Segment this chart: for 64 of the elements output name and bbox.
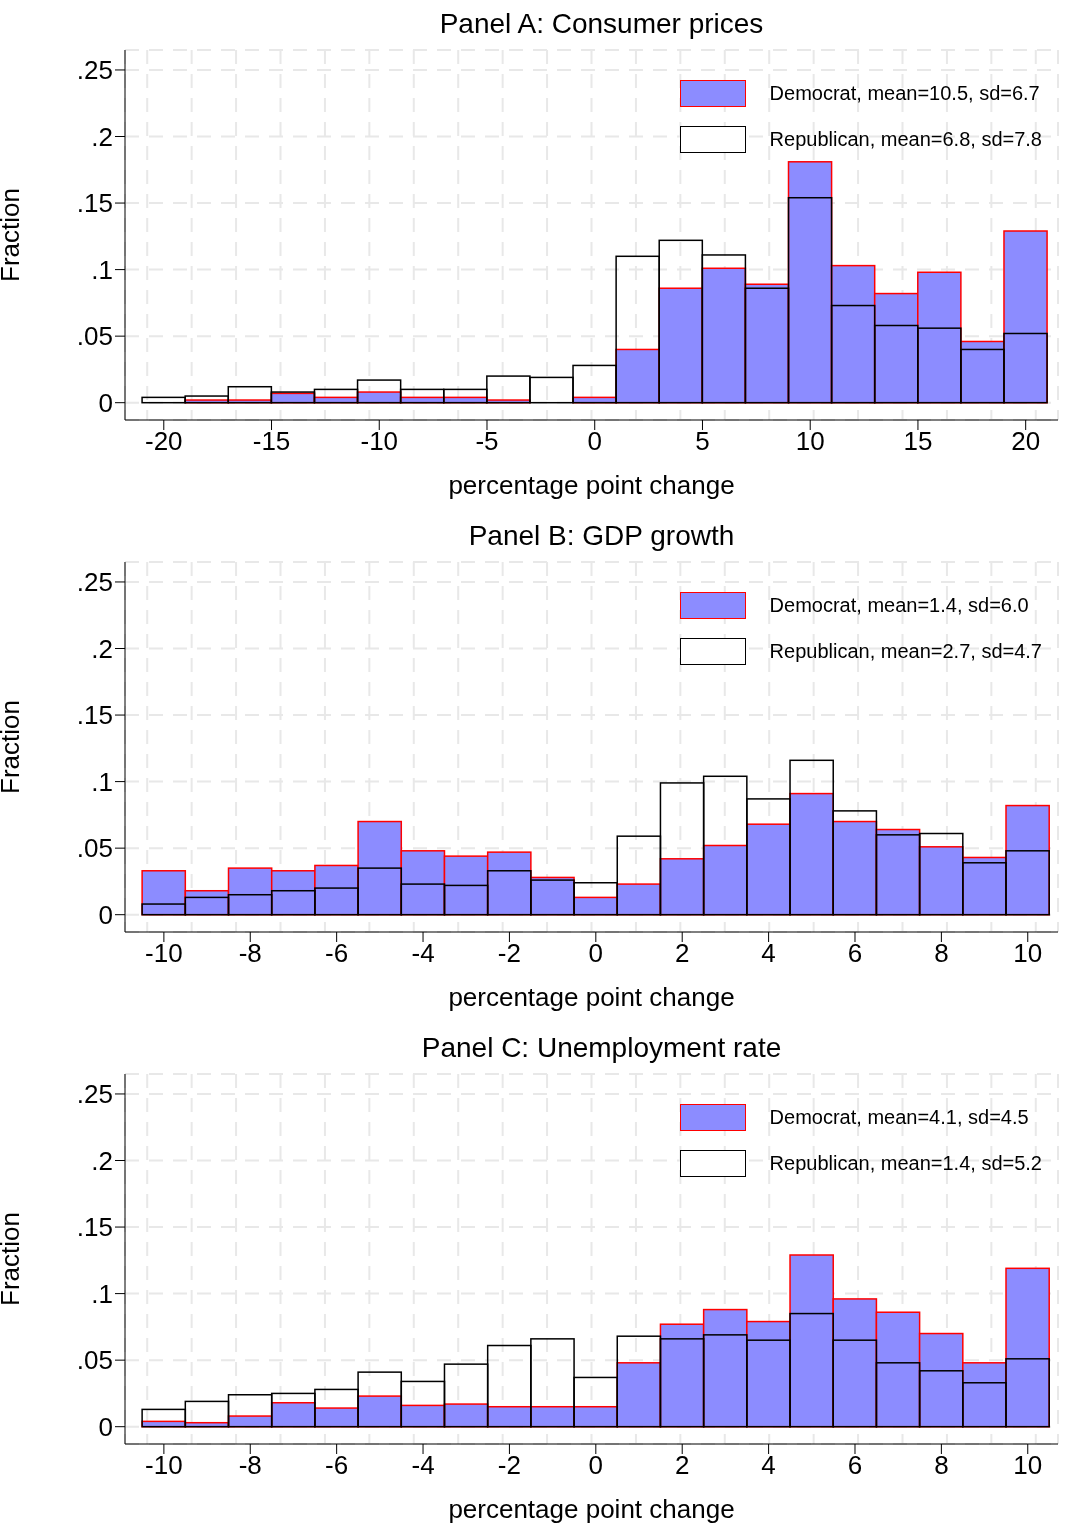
x-tick-label: 6: [847, 1450, 863, 1481]
y-tick-label: .15: [76, 1212, 113, 1243]
y-axis-title: Fraction: [0, 700, 26, 794]
y-tick-label: .1: [91, 254, 113, 285]
y-tick-label: .25: [76, 567, 113, 598]
x-tick-label: -5: [475, 426, 499, 457]
x-tick-label: 10: [1013, 1450, 1043, 1481]
legend-label: Democrat, mean=4.1, sd=4.5: [769, 1105, 1029, 1129]
y-tick-label: .1: [91, 1278, 113, 1309]
x-tick-label: -4: [411, 938, 435, 969]
y-tick-label: .05: [76, 833, 113, 864]
x-tick-label: 2: [674, 1450, 690, 1481]
x-tick-label: -8: [238, 1450, 262, 1481]
x-tick-label: -2: [497, 1450, 521, 1481]
x-tick-label: -20: [145, 426, 183, 457]
x-axis-title: percentage point change: [448, 470, 735, 500]
x-tick-label: 4: [761, 1450, 776, 1481]
x-tick-label: 2: [674, 938, 690, 969]
y-tick-label: .2: [91, 1145, 113, 1176]
legend-label: Republican, mean=2.7, sd=4.7: [769, 639, 1042, 663]
x-tick-label: 10: [1013, 938, 1043, 969]
x-tick-label: 10: [795, 426, 825, 457]
y-tick-label: .2: [91, 633, 113, 664]
y-tick-label: .05: [76, 1345, 113, 1376]
y-axis-title: Fraction: [0, 188, 26, 282]
y-tick-label: .05: [76, 321, 113, 352]
x-tick-label: 15: [903, 426, 933, 457]
y-tick-label: 0: [98, 1411, 113, 1442]
x-tick-label: 5: [695, 426, 710, 457]
x-tick-label: 6: [847, 938, 863, 969]
y-tick-label: 0: [98, 899, 113, 930]
x-tick-label: 4: [761, 938, 776, 969]
legend-label: Democrat, mean=10.5, sd=6.7: [769, 81, 1040, 105]
x-tick-label: 8: [934, 1450, 949, 1481]
chart-title: Panel C: Unemployment rate: [420, 1031, 783, 1064]
x-tick-label: -8: [238, 938, 262, 969]
x-tick-label: 20: [1011, 426, 1041, 457]
y-tick-label: .25: [76, 1079, 113, 1110]
x-axis-title: percentage point change: [448, 982, 735, 1012]
x-tick-label: 0: [588, 1450, 604, 1481]
x-tick-label: -10: [360, 426, 399, 457]
x-tick-label: -6: [325, 1450, 349, 1481]
x-tick-label: -6: [325, 938, 349, 969]
x-tick-label: 8: [934, 938, 949, 969]
legend-label: Republican, mean=6.8, sd=7.8: [769, 127, 1042, 151]
y-tick-label: .2: [91, 121, 113, 152]
legend-label: Democrat, mean=1.4, sd=6.0: [769, 593, 1029, 617]
x-tick-label: -15: [252, 426, 291, 457]
y-tick-label: .15: [76, 700, 113, 731]
chart-title: Panel B: GDP growth: [467, 519, 736, 552]
x-tick-label: -10: [145, 938, 183, 969]
x-tick-label: -2: [497, 938, 521, 969]
x-tick-label: 0: [587, 426, 602, 457]
y-tick-label: .25: [76, 55, 113, 86]
x-tick-label: 0: [588, 938, 604, 969]
y-tick-label: .1: [91, 766, 113, 797]
x-axis-title: percentage point change: [448, 1494, 735, 1524]
chart-title: Panel A: Consumer prices: [438, 7, 765, 40]
x-tick-label: -4: [411, 1450, 435, 1481]
y-axis-title: Fraction: [0, 1212, 26, 1306]
x-tick-label: -10: [145, 1450, 183, 1481]
y-tick-label: .15: [76, 188, 113, 219]
y-tick-label: 0: [98, 387, 113, 418]
legend-label: Republican, mean=1.4, sd=5.2: [769, 1151, 1042, 1175]
